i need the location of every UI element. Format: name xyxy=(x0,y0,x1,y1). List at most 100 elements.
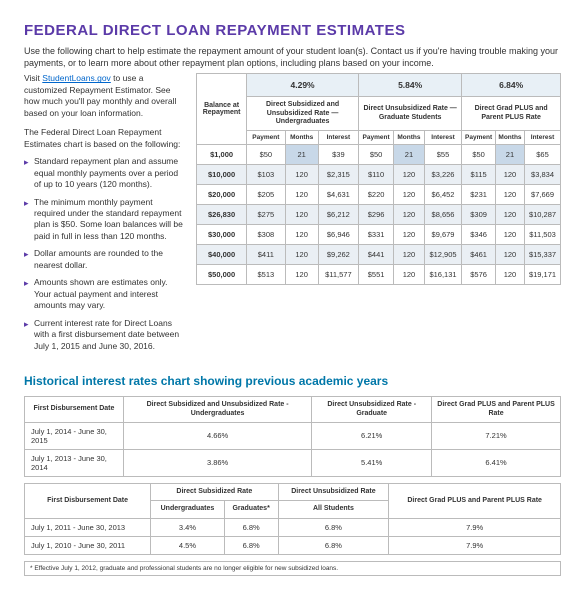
value-cell: $110 xyxy=(358,165,393,185)
table-row: July 1, 2013 - June 30, 20143.86%5.41%6.… xyxy=(25,449,561,476)
value-cell: $2,315 xyxy=(318,165,358,185)
value-cell: 120 xyxy=(285,225,318,245)
intro-text: Use the following chart to help estimate… xyxy=(24,45,561,69)
bullet-item: Standard repayment plan and assume equal… xyxy=(24,156,186,190)
value-cell: 120 xyxy=(394,225,425,245)
value-cell: 120 xyxy=(394,245,425,265)
value-cell: $103 xyxy=(247,165,285,185)
balance-cell: $50,000 xyxy=(197,265,247,285)
basis-text: The Federal Direct Loan Repayment Estima… xyxy=(24,127,186,150)
value-cell: $220 xyxy=(358,185,393,205)
value-cell: $11,577 xyxy=(318,265,358,285)
hist-header: Direct Subsidized and Unsubsidized Rate … xyxy=(123,397,311,423)
value-cell: 120 xyxy=(394,185,425,205)
studentloans-link[interactable]: StudentLoans.gov xyxy=(42,73,111,83)
hist-cell: July 1, 2013 - June 30, 2014 xyxy=(25,449,124,476)
hist-cell: 4.66% xyxy=(123,422,311,449)
value-cell: 120 xyxy=(495,265,524,285)
table-row: $26,830$275120$6,212$296120$8,656$309120… xyxy=(197,205,561,225)
value-cell: $8,656 xyxy=(424,205,462,225)
top-row: Visit StudentLoans.gov to use a customiz… xyxy=(24,73,561,358)
value-cell: 21 xyxy=(495,145,524,165)
value-cell: $12,905 xyxy=(424,245,462,265)
rate-label-0: Direct Subsidized and Unsubsidized Rate … xyxy=(247,97,359,131)
value-cell: $115 xyxy=(462,165,496,185)
table-row: $20,000$205120$4,631$220120$6,452$231120… xyxy=(197,185,561,205)
value-cell: $205 xyxy=(247,185,285,205)
table-row: July 1, 2011 - June 30, 20133.4%6.8%6.8%… xyxy=(25,518,561,536)
sub-header: Interest xyxy=(525,131,561,145)
value-cell: 120 xyxy=(495,165,524,185)
sub-header: Interest xyxy=(424,131,462,145)
rate-header-0: 4.29% xyxy=(247,74,359,97)
value-cell: $19,171 xyxy=(525,265,561,285)
hist-cell: July 1, 2014 - June 30, 2015 xyxy=(25,422,124,449)
value-cell: $6,212 xyxy=(318,205,358,225)
value-cell: $11,503 xyxy=(525,225,561,245)
value-cell: $65 xyxy=(525,145,561,165)
sub-header: Months xyxy=(285,131,318,145)
hist-cell: 6.41% xyxy=(432,449,561,476)
balance-cell: $1,000 xyxy=(197,145,247,165)
value-cell: 120 xyxy=(495,225,524,245)
value-cell: $39 xyxy=(318,145,358,165)
balance-cell: $40,000 xyxy=(197,245,247,265)
sub-header: Payment xyxy=(358,131,393,145)
hist-cell: 7.9% xyxy=(389,536,561,554)
sub-header: Payment xyxy=(247,131,285,145)
historical-table-1: First Disbursement DateDirect Subsidized… xyxy=(24,396,561,477)
value-cell: $50 xyxy=(358,145,393,165)
balance-cell: $20,000 xyxy=(197,185,247,205)
value-cell: $4,631 xyxy=(318,185,358,205)
page: FEDERAL DIRECT LOAN REPAYMENT ESTIMATES … xyxy=(0,0,585,598)
bullet-item: The minimum monthly payment required und… xyxy=(24,197,186,243)
sub-header: Interest xyxy=(318,131,358,145)
hist-header: Direct Grad PLUS and Parent PLUS Rate xyxy=(432,397,561,423)
table-row: $30,000$308120$6,946$331120$9,679$346120… xyxy=(197,225,561,245)
historical-title: Historical interest rates chart showing … xyxy=(24,374,561,388)
value-cell: $331 xyxy=(358,225,393,245)
value-cell: $441 xyxy=(358,245,393,265)
h2-hdr-2: Direct Unsubsidized Rate xyxy=(278,483,389,500)
hist-cell: 6.8% xyxy=(278,518,389,536)
table-row: $40,000$411120$9,262$441120$12,905$46112… xyxy=(197,245,561,265)
value-cell: $10,287 xyxy=(525,205,561,225)
hist-cell: July 1, 2011 - June 30, 2013 xyxy=(25,518,151,536)
bullet-item: Dollar amounts are rounded to the neares… xyxy=(24,248,186,271)
table-row: July 1, 2014 - June 30, 20154.66%6.21%7.… xyxy=(25,422,561,449)
hist-cell: 6.8% xyxy=(224,518,278,536)
value-cell: $7,669 xyxy=(525,185,561,205)
value-cell: $3,834 xyxy=(525,165,561,185)
value-cell: 120 xyxy=(495,185,524,205)
rate-header-2: 6.84% xyxy=(462,74,561,97)
hist-cell: 7.9% xyxy=(389,518,561,536)
value-cell: $551 xyxy=(358,265,393,285)
value-cell: $308 xyxy=(247,225,285,245)
rate-label-2: Direct Grad PLUS and Parent PLUS Rate xyxy=(462,97,561,131)
bullet-item: Amounts shown are estimates only. Your a… xyxy=(24,277,186,311)
value-cell: $6,946 xyxy=(318,225,358,245)
value-cell: 120 xyxy=(285,165,318,185)
historical-footnote: * Effective July 1, 2012, graduate and p… xyxy=(24,561,561,576)
table-row: $50,000$513120$11,577$551120$16,131$5761… xyxy=(197,265,561,285)
left-column: Visit StudentLoans.gov to use a customiz… xyxy=(24,73,186,358)
value-cell: 120 xyxy=(285,185,318,205)
hist-cell: 3.4% xyxy=(151,518,225,536)
sub-header: Months xyxy=(394,131,425,145)
value-cell: 21 xyxy=(394,145,425,165)
value-cell: 120 xyxy=(394,265,425,285)
value-cell: $16,131 xyxy=(424,265,462,285)
h2-sub-0: Undergraduates xyxy=(151,501,225,518)
value-cell: $513 xyxy=(247,265,285,285)
value-cell: $50 xyxy=(462,145,496,165)
hist-cell: 3.86% xyxy=(123,449,311,476)
value-cell: $9,679 xyxy=(424,225,462,245)
hist-header: First Disbursement Date xyxy=(25,397,124,423)
value-cell: 120 xyxy=(495,205,524,225)
table-row: $1,000$5021$39$5021$55$5021$65 xyxy=(197,145,561,165)
value-cell: $461 xyxy=(462,245,496,265)
value-cell: $50 xyxy=(247,145,285,165)
sub-header: Months xyxy=(495,131,524,145)
h2-hdr-0: First Disbursement Date xyxy=(25,483,151,518)
value-cell: 21 xyxy=(285,145,318,165)
